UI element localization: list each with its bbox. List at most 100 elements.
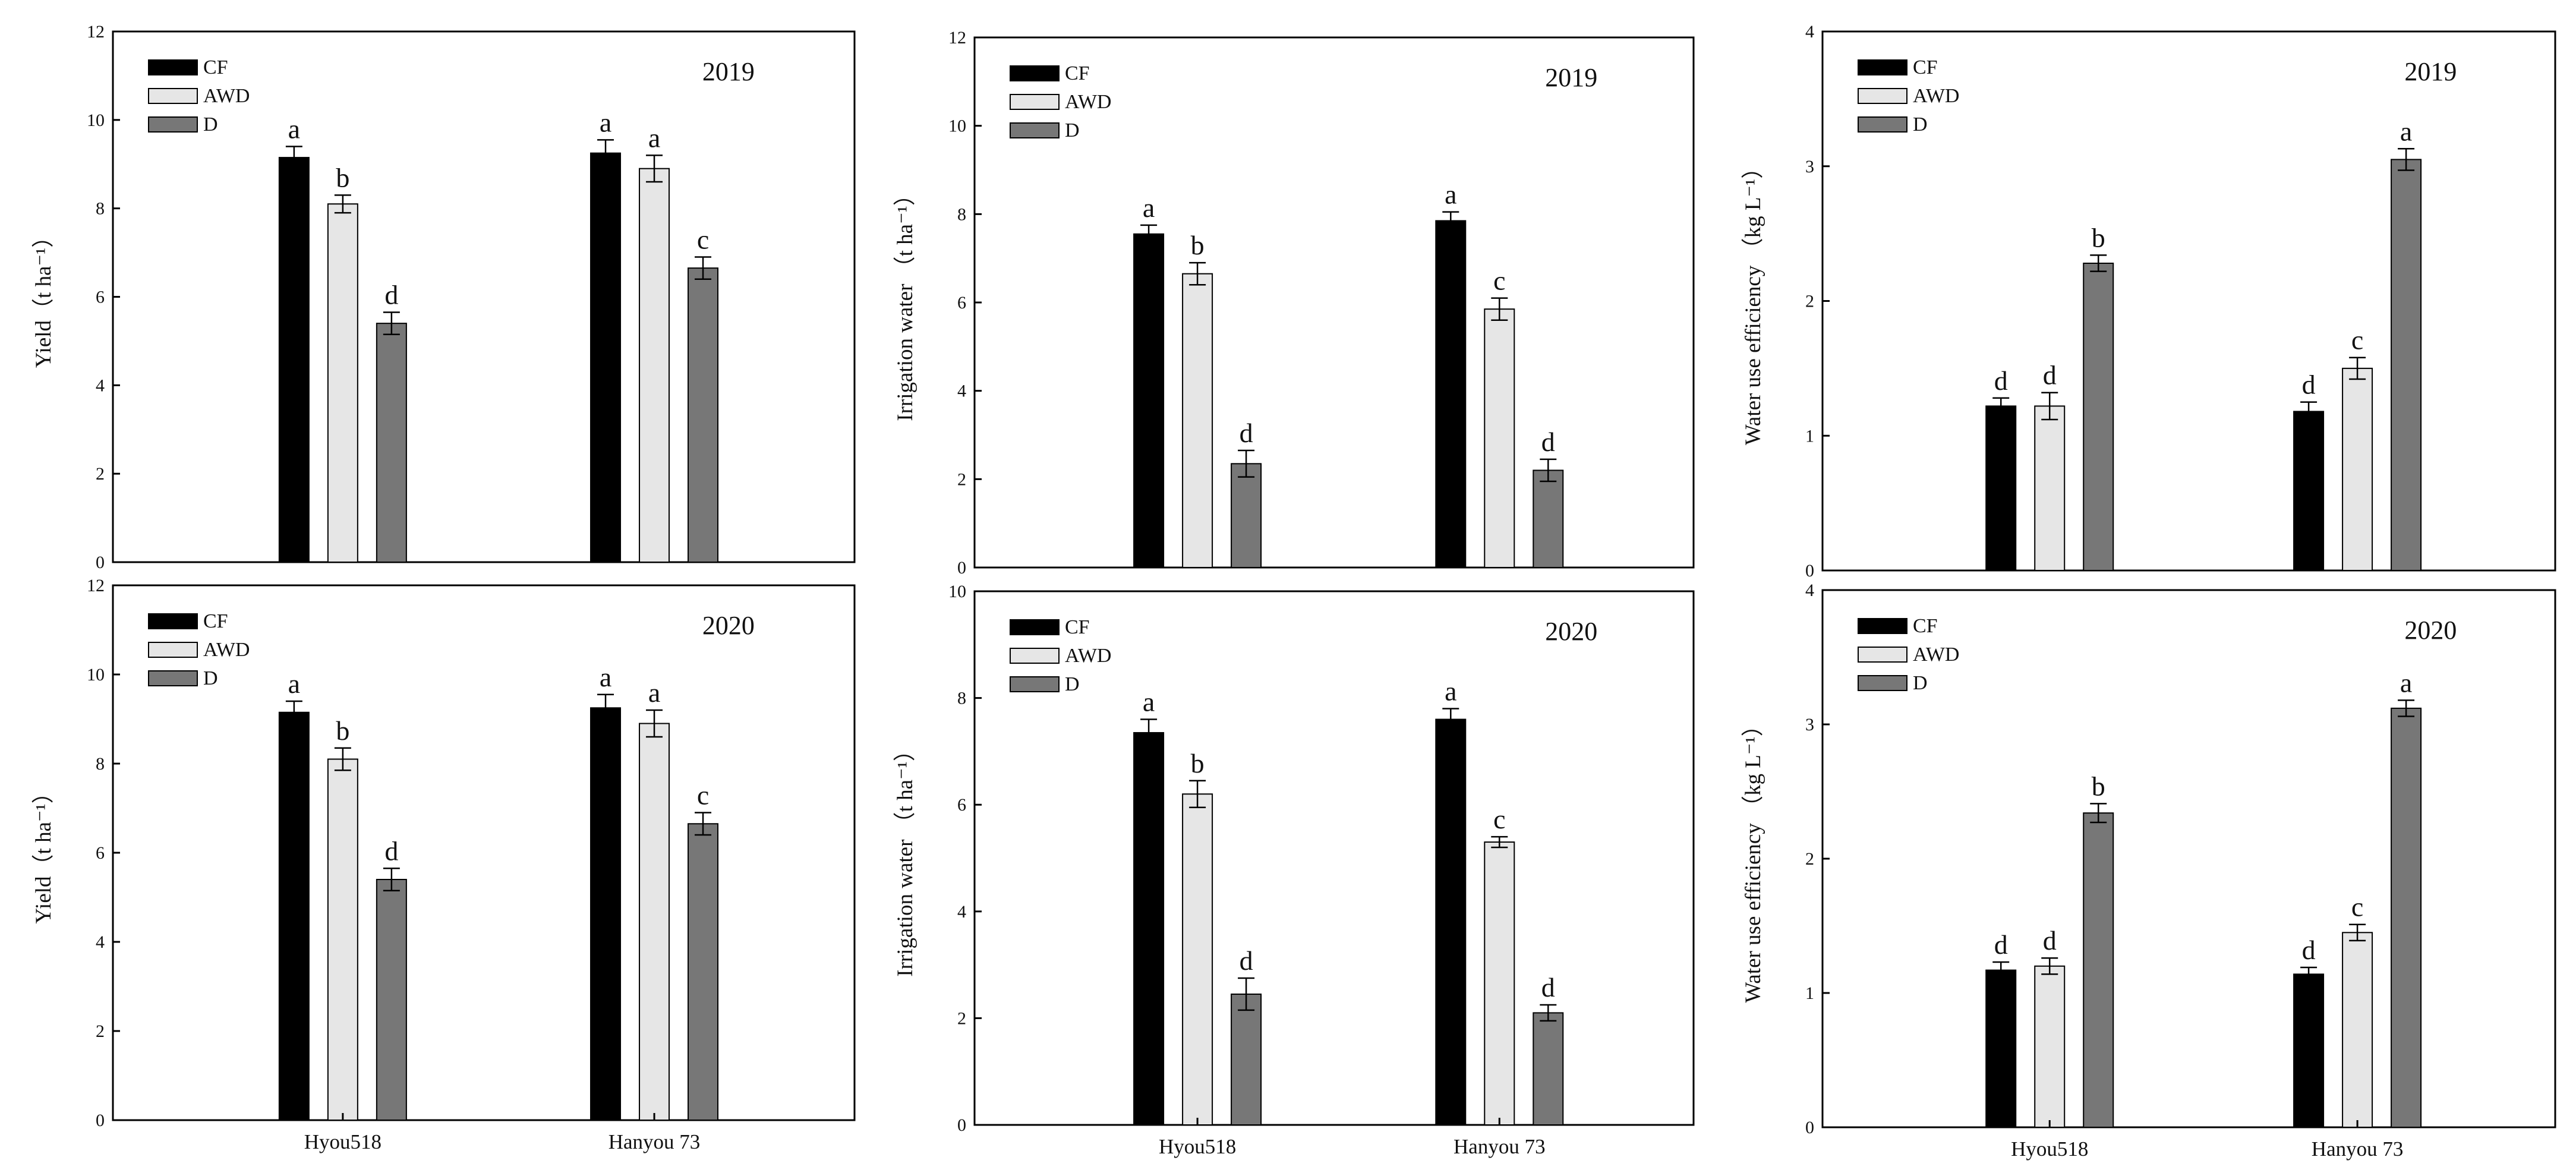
legend-swatch-cf	[1010, 619, 1060, 635]
legend-label-cf: CF	[1065, 62, 1090, 84]
legend-label-d: D	[1913, 672, 1928, 694]
y-tick-label: 10	[948, 116, 966, 136]
significance-letter: a	[600, 662, 611, 692]
significance-letter: a	[2400, 667, 2412, 698]
bar-awd	[327, 758, 358, 1121]
bar-d	[1231, 993, 1262, 1125]
y-tick-label: 0	[957, 558, 966, 578]
year-label: 2020	[702, 611, 755, 640]
significance-letter: a	[600, 107, 611, 137]
y-tick-label: 0	[957, 1115, 966, 1135]
y-tick-label: 8	[957, 689, 966, 708]
x-category-label: Hanyou 73	[2312, 1137, 2404, 1161]
significance-letter: a	[2400, 116, 2412, 146]
chart-panel-1: 0 2 4 6 8 10 12 Yield（t ha⁻¹） 2019 CF AWD D a b d a a c	[31, 22, 856, 572]
y-tick-label: 2	[1805, 849, 1814, 869]
legend-swatch-d	[1010, 122, 1060, 138]
legend-swatch-awd	[1010, 648, 1060, 664]
y-axis-label: Water use efficiency （kg L⁻¹）	[1741, 157, 1765, 445]
y-tick-label: 12	[87, 576, 105, 595]
significance-letter: d	[1240, 418, 1253, 448]
y-tick-label: 12	[948, 28, 966, 48]
legend-swatch-cf	[1010, 65, 1060, 81]
legend-label-awd: AWD	[1913, 644, 1959, 666]
x-category-label: Hyou518	[2011, 1137, 2088, 1161]
significance-letter: c	[697, 780, 709, 811]
bar-d	[1533, 469, 1564, 569]
y-tick-label: 4	[957, 902, 966, 922]
y-tick-label: 10	[87, 111, 105, 130]
significance-letter: a	[1445, 676, 1456, 707]
legend-label-cf: CF	[1913, 56, 1938, 78]
plot-frame	[1821, 589, 2556, 1128]
significance-letter: d	[1240, 945, 1253, 976]
y-tick-label: 6	[957, 795, 966, 815]
significance-letter: b	[336, 715, 349, 746]
y-tick-label: 3	[1805, 157, 1814, 176]
bar-awd	[327, 203, 358, 563]
y-tick-label: 4	[1805, 581, 1814, 600]
chart-panel-4: 0 2 4 6 8 10 12 Yield（t ha⁻¹） 2020 CF AWD D a b d Hyou5…	[31, 576, 856, 1153]
significance-letter: b	[1191, 230, 1205, 260]
x-category-label: Hyou518	[304, 1130, 381, 1153]
legend-swatch-awd	[1858, 88, 1907, 104]
significance-letter: d	[1541, 972, 1555, 1002]
bar-cf	[1133, 233, 1165, 568]
plot-frame	[1821, 30, 2556, 572]
legend-label-d: D	[1913, 113, 1928, 135]
legend-label-awd: AWD	[203, 85, 250, 107]
x-category-label: Hyou518	[1159, 1135, 1236, 1158]
y-tick-label: 4	[1805, 22, 1814, 42]
legend-label-d: D	[1065, 673, 1080, 695]
y-tick-label: 6	[96, 843, 105, 863]
bar-cf	[2293, 973, 2325, 1128]
y-tick-label: 2	[96, 464, 105, 484]
bar-cf	[278, 157, 310, 563]
y-tick-label: 8	[957, 204, 966, 224]
bar-cf	[1985, 405, 2017, 571]
legend-swatch-awd	[1858, 647, 1907, 663]
legend-swatch-awd	[1010, 94, 1060, 110]
legend-swatch-d	[1010, 676, 1060, 692]
bar-awd	[2342, 932, 2373, 1128]
bar-cf	[2293, 411, 2325, 571]
y-axis-label: Water use efficiency （kg L⁻¹）	[1741, 714, 1765, 1002]
legend-label-cf: CF	[203, 56, 228, 78]
significance-letter: a	[1445, 179, 1456, 210]
year-label: 2019	[702, 57, 755, 86]
significance-letter: d	[1994, 365, 2008, 396]
bar-d	[2391, 707, 2422, 1128]
y-tick-label: 0	[96, 1111, 105, 1130]
y-tick-label: 2	[957, 469, 966, 489]
significance-letter: d	[1541, 427, 1555, 457]
bar-awd	[1484, 841, 1515, 1126]
chart-panel-5: 0 2 4 6 8 10 Irrigation water （t ha⁻¹） 2020 CF AW…	[893, 582, 1695, 1158]
bar-d	[376, 879, 407, 1121]
year-label: 2019	[1545, 63, 1597, 92]
y-tick-label: 3	[1805, 715, 1814, 734]
bar-awd	[639, 723, 670, 1121]
y-tick-label: 10	[948, 582, 966, 601]
legend-label-d: D	[1065, 119, 1080, 141]
y-tick-label: 8	[96, 199, 105, 219]
significance-letter: d	[2302, 935, 2316, 965]
significance-letter: a	[288, 669, 300, 699]
legend-label-awd: AWD	[1913, 85, 1959, 107]
significance-letter: d	[2043, 360, 2057, 390]
bar-d	[1533, 1012, 1564, 1126]
plot-frame	[112, 30, 856, 563]
y-tick-label: 2	[1805, 292, 1814, 311]
legend-swatch-awd	[148, 642, 198, 658]
legend-swatch-cf	[1858, 618, 1907, 634]
significance-letter: c	[697, 225, 709, 255]
legend-swatch-d	[148, 116, 198, 133]
bar-d	[688, 823, 719, 1121]
significance-letter: c	[2351, 325, 2363, 355]
legend-swatch-cf	[1858, 59, 1907, 75]
y-tick-label: 0	[1805, 561, 1814, 581]
legend-label-d: D	[203, 113, 218, 135]
bar-awd	[1182, 793, 1213, 1125]
y-tick-label: 8	[96, 754, 105, 774]
bar-cf	[1985, 969, 2017, 1128]
y-tick-label: 12	[87, 22, 105, 42]
